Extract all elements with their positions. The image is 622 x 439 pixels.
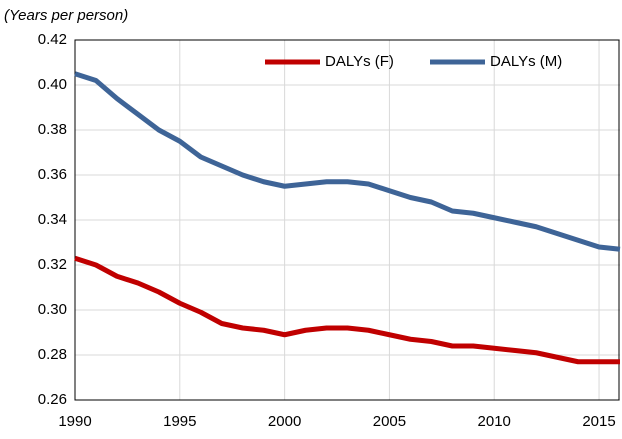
y-tick-label: 0.36 (38, 166, 67, 183)
x-tick-label: 2010 (478, 413, 511, 430)
y-tick-label: 0.30 (38, 301, 67, 318)
y-tick-label: 0.28 (38, 346, 67, 363)
y-tick-label: 0.34 (38, 211, 67, 228)
line (74, 71, 621, 252)
x-tick-label: 1995 (163, 413, 196, 430)
x-tick-label: 2005 (373, 413, 406, 430)
plot-frame (74, 39, 620, 401)
legend-label: DALYs (M) (490, 53, 562, 70)
annotation: (Years per person) (4, 7, 128, 24)
x-tick-label: 2000 (268, 413, 301, 430)
y-tick-label: 0.32 (38, 256, 67, 273)
legend-label: DALYs (F) (325, 53, 394, 70)
x-tick-label: 2015 (582, 413, 615, 430)
y-tick-label: 0.38 (38, 121, 67, 138)
y-tick-label: 0.42 (38, 31, 67, 48)
line (74, 255, 620, 365)
y-tick-label: 0.26 (38, 391, 67, 408)
y-tick-label: 0.40 (38, 76, 67, 93)
x-tick-label: 1990 (58, 413, 91, 430)
